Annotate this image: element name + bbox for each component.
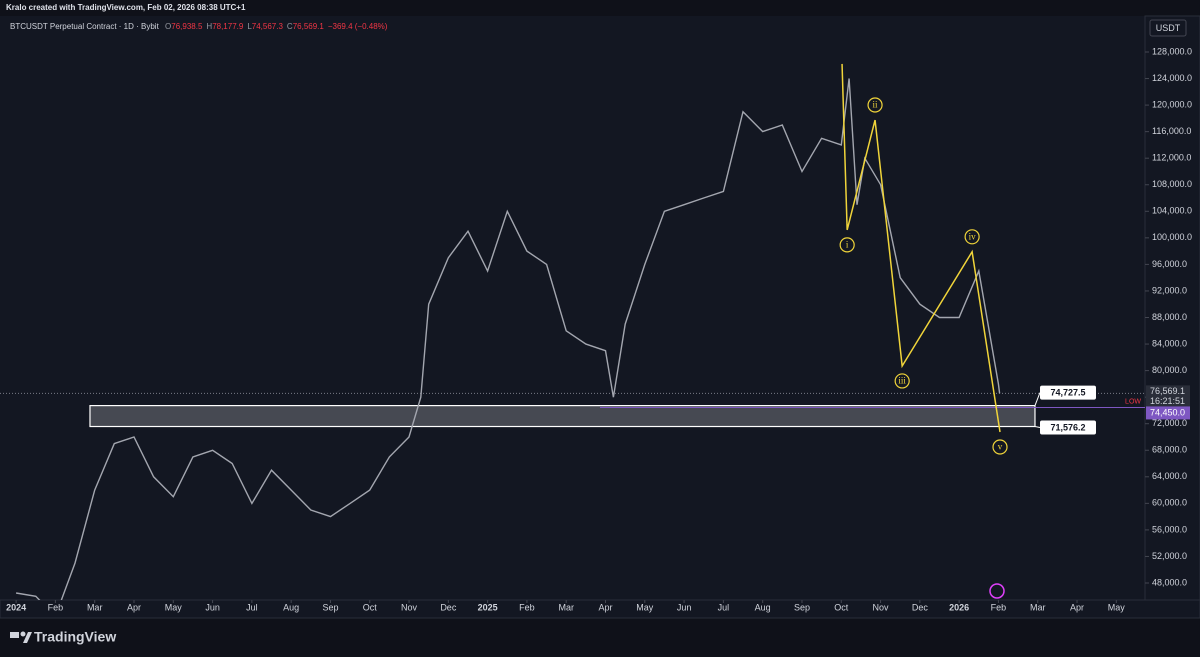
callout-box [1040, 385, 1096, 400]
x-tick-label: 2026 [949, 602, 969, 612]
plot-area [0, 16, 1145, 600]
wave-label: i [846, 239, 849, 249]
x-tick-label: Jul [718, 602, 730, 612]
callout-box [1040, 420, 1096, 435]
ohlc-key: H [206, 22, 213, 31]
wave-label: v [998, 442, 1003, 452]
x-tick-label: Dec [440, 602, 457, 612]
y-tick-label: 68,000.0 [1152, 445, 1187, 455]
x-tick-label: Jun [205, 602, 220, 612]
time-axis [0, 599, 1200, 619]
wave-line [841, 63, 1001, 433]
price-line [15, 78, 1001, 600]
y-tick-label: 124,000.0 [1152, 73, 1192, 83]
y-tick-label: 104,000.0 [1152, 206, 1192, 216]
x-tick-label: Mar [1030, 602, 1046, 612]
x-tick-label: Feb [519, 602, 535, 612]
y-tick-label: 64,000.0 [1152, 471, 1187, 481]
y-tick-label: 116,000.0 [1152, 126, 1191, 136]
wave-badge [867, 97, 883, 113]
legend-header: BTCUSDT Perpetual Contract · 1D · Bybit … [10, 22, 387, 31]
y-tick-label: 120,000.0 [1152, 99, 1192, 109]
y-tick-label: 96,000.0 [1152, 259, 1187, 269]
ohlc-key: O [165, 22, 172, 31]
x-tick-label: May [636, 602, 654, 612]
x-tick-label: Oct [834, 602, 849, 612]
x-tick-label: Nov [873, 602, 890, 612]
symbol: BTCUSDT Perpetual Contract · 1D · Bybit [10, 22, 159, 31]
x-tick-label: Nov [401, 602, 418, 612]
x-tick-label: Feb [48, 602, 64, 612]
x-tick-label: Feb [991, 602, 1007, 612]
x-tick-label: Sep [322, 602, 338, 612]
x-tick-label: Apr [127, 602, 141, 612]
y-tick-label: 108,000.0 [1152, 179, 1192, 189]
brand: TradingView [34, 629, 116, 645]
wave-label: iv [969, 231, 977, 241]
ohlc-value: 74,567.3 [251, 22, 283, 31]
price-axis [1144, 15, 1200, 601]
wave-label: ii [873, 100, 879, 110]
countdown: 16:21:51 [1150, 396, 1185, 406]
y-tick-label: 48,000.0 [1152, 577, 1187, 587]
x-tick-label: Jul [246, 602, 258, 612]
ohlc-key: L [247, 22, 252, 31]
ohlc-value: 78,177.9 [212, 22, 244, 31]
low-tag [1146, 406, 1190, 420]
y-tick-label: 88,000.0 [1152, 312, 1187, 322]
callout-label: 74,727.5 [1050, 387, 1085, 397]
x-tick-label: 2024 [6, 602, 26, 612]
y-tick-label: 60,000.0 [1152, 498, 1187, 508]
plot [0, 63, 1145, 600]
currency: USDT [1156, 23, 1181, 33]
zone [89, 404, 1036, 428]
y-tick-label: 100,000.0 [1152, 232, 1192, 242]
y-tick-label: 56,000.0 [1152, 524, 1187, 534]
callout-pointer [1034, 392, 1041, 406]
wave-badge [839, 237, 855, 253]
x-tick-label: Sep [794, 602, 810, 612]
ohlc-key: C [286, 22, 293, 31]
x-tick-label: Apr [598, 602, 612, 612]
x-tick-label: Mar [87, 602, 103, 612]
x-tick-label: Dec [912, 602, 929, 612]
change: −369.4 (−0.48%) [327, 22, 388, 31]
y-tick-label: 128,000.0 [1152, 46, 1192, 56]
y-tick-label: 72,000.0 [1152, 418, 1187, 428]
low-label: 74,450.0 [1150, 407, 1185, 417]
last-price-label: 76,569.1 [1150, 386, 1185, 396]
attribution: Kralo created with TradingView.com, Feb … [6, 3, 246, 12]
ohlc-value: 76,569.1 [292, 22, 324, 31]
currency-box [1149, 19, 1187, 37]
event-icon[interactable] [989, 583, 1005, 599]
y-tick-label: 92,000.0 [1152, 285, 1187, 295]
y-tick-label: 52,000.0 [1152, 551, 1187, 561]
ohlc-value: 76,938.5 [171, 22, 203, 31]
x-tick-label: Mar [558, 602, 574, 612]
tv-logo [10, 631, 32, 643]
wave-badge [894, 373, 910, 389]
wave-badge [964, 229, 980, 245]
x-tick-label: May [1108, 602, 1126, 612]
x-tick-label: Aug [755, 602, 771, 612]
x-tick-label: May [165, 602, 183, 612]
wave-badge [992, 439, 1008, 455]
x-tick-label: Oct [363, 602, 378, 612]
x-tick-label: Apr [1070, 602, 1084, 612]
wave-label: iii [898, 376, 906, 386]
y-tick-label: 84,000.0 [1152, 338, 1187, 348]
x-tick-label: Aug [283, 602, 299, 612]
callout-label: 71,576.2 [1050, 422, 1085, 432]
y-tick-label: 80,000.0 [1152, 365, 1187, 375]
y-tick-label: 112,000.0 [1152, 153, 1191, 163]
x-tick-label: Jun [677, 602, 692, 612]
last-price-tag [1146, 385, 1190, 408]
x-tick-label: 2025 [478, 602, 498, 612]
callout-pointer [1034, 426, 1041, 429]
low-tag-text: LOW [1125, 398, 1141, 405]
